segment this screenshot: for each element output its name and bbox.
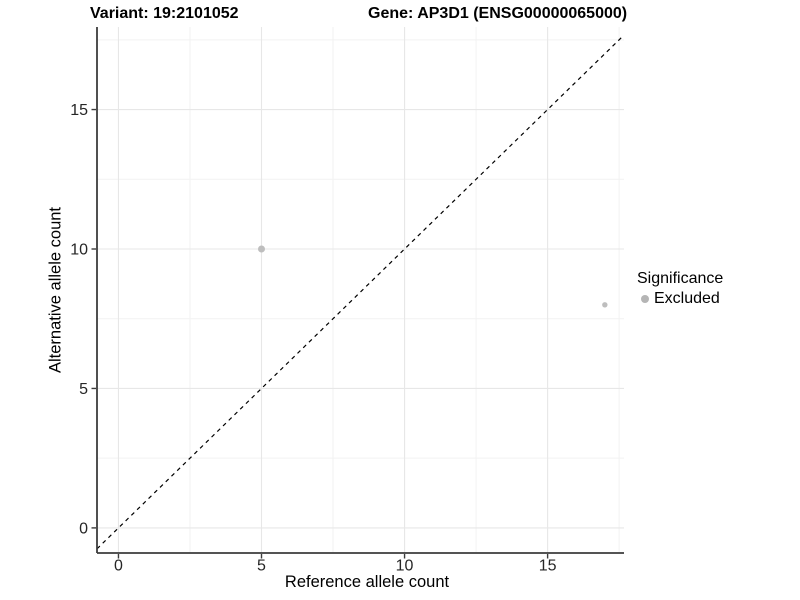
x-tick-label: 15 bbox=[539, 558, 557, 575]
data-point bbox=[258, 245, 266, 253]
x-axis-title: Reference allele count bbox=[284, 573, 450, 591]
x-tick-label: 0 bbox=[114, 558, 123, 575]
legend-entry-label: Excluded bbox=[654, 290, 720, 307]
legend: Significance Excluded bbox=[637, 270, 723, 308]
y-tick-label: 15 bbox=[70, 102, 88, 119]
excluded-point-icon bbox=[641, 295, 649, 303]
y-tick-label: 5 bbox=[79, 381, 88, 398]
x-tick-label: 5 bbox=[257, 558, 266, 575]
x-tick-label: 10 bbox=[396, 558, 414, 575]
plot-title-variant: Variant: 19:2101052 bbox=[90, 5, 239, 22]
identity-line bbox=[96, 34, 625, 550]
legend-title: Significance bbox=[637, 270, 724, 287]
legend-entry-excluded: Excluded bbox=[637, 290, 723, 308]
y-axis-title: Alternative allele count bbox=[46, 206, 65, 374]
plot-title-gene: Gene: AP3D1 (ENSG00000065000) bbox=[368, 5, 628, 22]
y-tick-label: 10 bbox=[70, 242, 88, 259]
data-point bbox=[602, 302, 608, 308]
y-tick-label: 0 bbox=[79, 520, 88, 537]
